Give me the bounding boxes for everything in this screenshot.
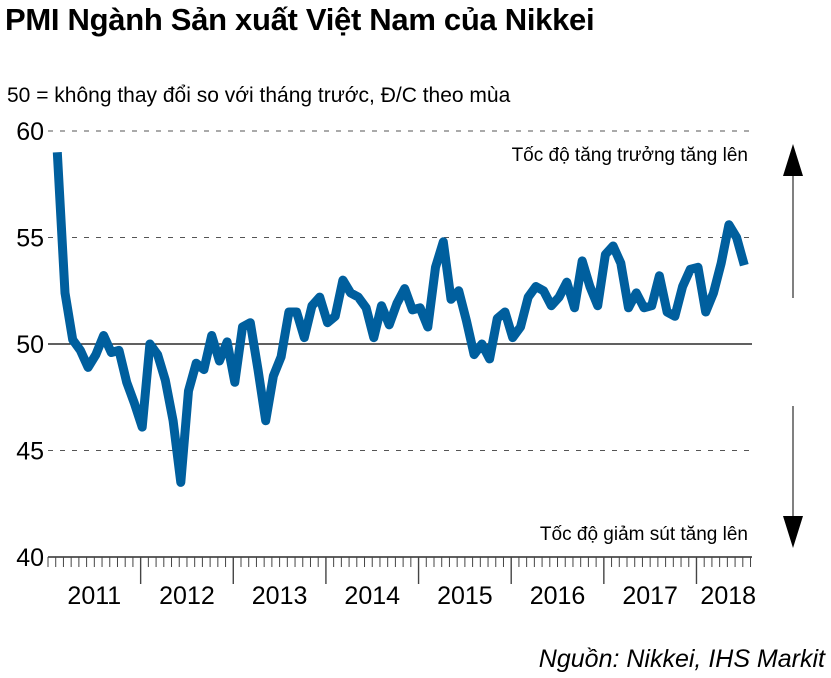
chart-subtitle: 50 = không thay đổi so với tháng trước, … xyxy=(7,84,511,107)
grid-lines xyxy=(48,130,752,451)
pmi-series-line xyxy=(52,152,749,487)
x-tick-label: 2011 xyxy=(67,582,121,610)
y-tick-label: 45 xyxy=(16,438,44,466)
y-tick-label: 60 xyxy=(16,118,44,146)
x-tick-label: 2015 xyxy=(437,582,493,610)
arrow-up-icon xyxy=(783,144,803,298)
y-tick-label: 55 xyxy=(16,225,44,253)
x-tick-label: 2013 xyxy=(252,582,308,610)
source-note: Nguồn: Nikkei, IHS Markit xyxy=(538,645,825,673)
y-axis-labels: 40 45 50 55 60 xyxy=(16,118,44,572)
x-tick-label: 2012 xyxy=(159,582,215,610)
chart-title: PMI Ngành Sản xuất Việt Nam của Nikkei xyxy=(5,2,595,37)
annotation-growth-faster: Tốc độ tăng trưởng tăng lên xyxy=(512,145,748,166)
arrow-down-icon xyxy=(783,406,803,548)
x-tick-label: 2014 xyxy=(344,582,400,610)
annotation-decline-faster: Tốc độ giảm sút tăng lên xyxy=(540,524,748,545)
x-tick-label: 2017 xyxy=(622,582,678,610)
y-tick-label: 40 xyxy=(16,544,44,572)
x-axis: 2011 2012 2013 2014 2015 2016 2017 2018 xyxy=(47,556,756,610)
x-tick-label: 2016 xyxy=(530,582,586,610)
y-tick-label: 50 xyxy=(16,331,44,359)
x-tick-label: 2018 xyxy=(700,582,756,610)
